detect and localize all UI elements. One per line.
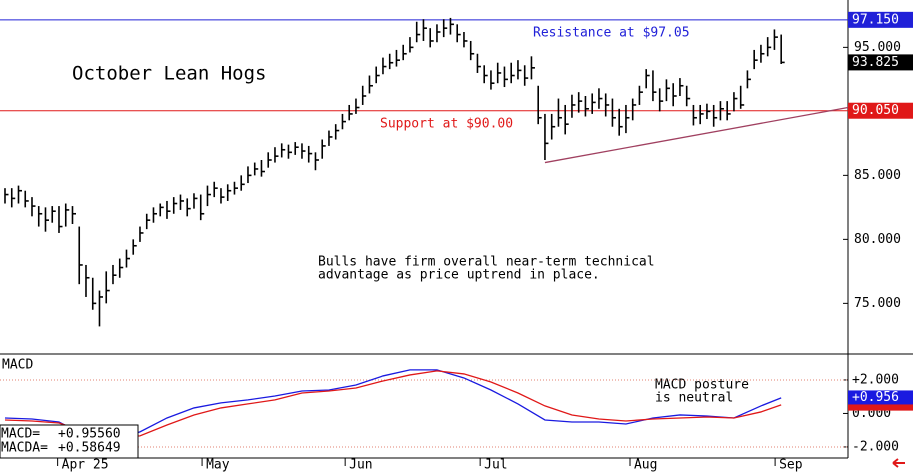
y-tick-label: 95.000 xyxy=(854,40,901,55)
x-tick-label: Apr 25 xyxy=(62,458,109,473)
x-tick-label: Jun xyxy=(349,458,372,473)
reading-box-label: +0.956 xyxy=(852,390,899,405)
y-tick-label: +2.000 xyxy=(852,372,899,387)
y-tick-label: 80.000 xyxy=(854,232,901,247)
level-label: 90.050 xyxy=(852,103,899,118)
x-tick-label: May xyxy=(206,458,230,473)
readout-label: MACD= xyxy=(1,427,40,442)
last-label: 93.825 xyxy=(852,55,899,70)
y-tick-label: 75.000 xyxy=(854,296,901,311)
panel-title: MACD xyxy=(2,358,33,373)
x-tick-label: Sep xyxy=(779,458,803,473)
readout-value: +0.58649 xyxy=(58,441,121,456)
annotation: Resistance at $97.05 xyxy=(533,26,690,41)
annotation: advantage as price uptrend in place. xyxy=(318,268,600,283)
level-box xyxy=(848,11,913,28)
annotation: MACD posture xyxy=(655,378,749,393)
y-tick-label: -2.000 xyxy=(852,439,899,454)
annotation: Bulls have firm overall near-term techni… xyxy=(318,255,655,270)
readout-value: +0.95560 xyxy=(58,427,121,442)
scroll-arrow[interactable] xyxy=(892,458,905,468)
readout-label: MACDA= xyxy=(1,441,48,456)
readout-box xyxy=(0,424,139,459)
level-label: 97.150 xyxy=(852,12,899,27)
annotation: is neutral xyxy=(655,391,733,406)
level-box xyxy=(848,102,913,119)
y-tick-label: 85.000 xyxy=(854,168,901,183)
x-tick-label: Jul xyxy=(484,458,507,473)
trendline xyxy=(544,106,849,164)
annotation: Support at $90.00 xyxy=(380,117,513,132)
last-box xyxy=(848,54,913,71)
x-tick-label: Aug xyxy=(634,458,657,473)
reading-box xyxy=(848,390,913,405)
chart-title: October Lean Hogs xyxy=(72,63,266,85)
